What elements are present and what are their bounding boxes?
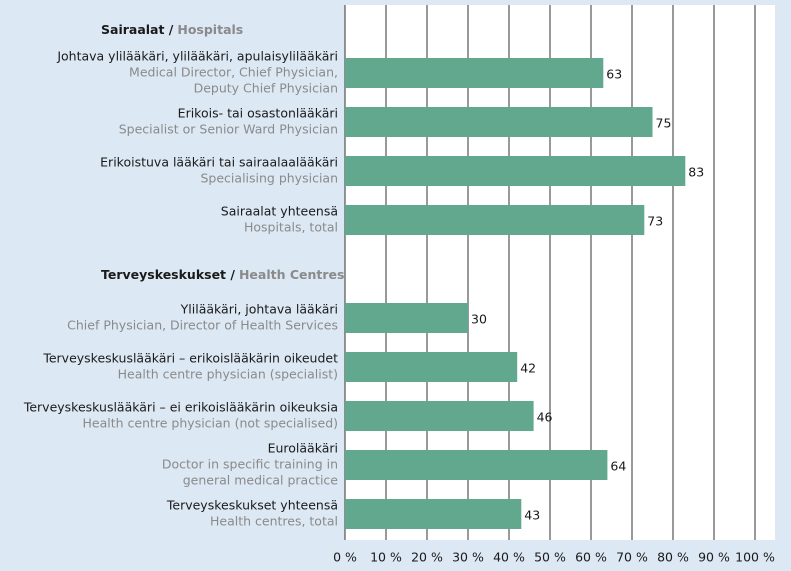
category-label: Erikoistuva lääkäri tai sairaalaalääkäri <box>100 155 338 170</box>
category-label-en: Medical Director, Chief Physician, <box>129 65 338 80</box>
category-label-en: Specialising physician <box>201 171 339 186</box>
category-label-en: Health centre physician (specialist) <box>118 367 338 382</box>
value-label: 83 <box>688 165 704 180</box>
x-tick-label: 20 % <box>411 550 443 565</box>
category-label-en: Health centres, total <box>210 514 338 529</box>
category-label: Ylilääkäri, johtava lääkäri <box>180 302 338 317</box>
x-tick-label: 90 % <box>698 550 730 565</box>
group-label-en: Health Centres <box>239 267 345 282</box>
bar <box>345 450 608 480</box>
bar <box>345 58 604 88</box>
x-tick-label: 50 % <box>534 550 566 565</box>
category-label-en: general medical practice <box>183 473 339 488</box>
value-label: 46 <box>537 410 553 425</box>
x-tick-label: 30 % <box>452 550 484 565</box>
group-label: Sairaalat / <box>101 22 174 37</box>
bar <box>345 205 645 235</box>
bar <box>345 499 522 529</box>
group-label: Terveyskeskukset / <box>101 267 235 282</box>
x-tick-label: 100 % <box>735 550 775 565</box>
value-label: 30 <box>471 312 487 327</box>
category-label: Erikois- tai osastonlääkäri <box>178 106 338 121</box>
category-label: Terveyskeskuslääkäri – ei erikoislääkäri… <box>23 400 338 415</box>
bar <box>345 352 518 382</box>
category-label: Johtava ylilääkäri, ylilääkäri, apulaisy… <box>56 49 338 64</box>
category-label: Terveyskeskuslääkäri – erikoislääkärin o… <box>42 351 338 366</box>
x-tick-label: 0 % <box>333 550 357 565</box>
bar <box>345 156 686 186</box>
category-label-en: Chief Physician, Director of Health Serv… <box>67 318 338 333</box>
category-label-en: Deputy Chief Physician <box>194 81 338 96</box>
value-label: 43 <box>524 508 540 523</box>
category-label-en: Health centre physician (not specialised… <box>83 416 339 431</box>
value-label: 42 <box>520 361 536 376</box>
category-label-en: Hospitals, total <box>244 220 338 235</box>
group-header: Terveyskeskukset / Health Centres <box>101 267 344 282</box>
category-label-en: Doctor in specific training in <box>162 457 338 472</box>
category-label: Sairaalat yhteensä <box>221 204 338 219</box>
x-tick-label: 10 % <box>370 550 402 565</box>
value-label: 75 <box>656 116 672 131</box>
category-label: Terveyskeskukset yhteensä <box>166 498 338 513</box>
category-label-en: Specialist or Senior Ward Physician <box>119 122 338 137</box>
bar <box>345 303 468 333</box>
bar <box>345 107 653 137</box>
x-tick-label: 40 % <box>493 550 525 565</box>
group-label-en: Hospitals <box>177 22 243 37</box>
bar <box>345 401 534 431</box>
value-label: 64 <box>610 459 626 474</box>
category-label: Eurolääkäri <box>268 441 338 456</box>
x-tick-label: 80 % <box>657 550 689 565</box>
group-header: Sairaalat / Hospitals <box>101 22 243 37</box>
x-tick-label: 70 % <box>616 550 648 565</box>
value-label: 63 <box>606 67 622 82</box>
value-label: 73 <box>647 214 663 229</box>
x-tick-label: 60 % <box>575 550 607 565</box>
